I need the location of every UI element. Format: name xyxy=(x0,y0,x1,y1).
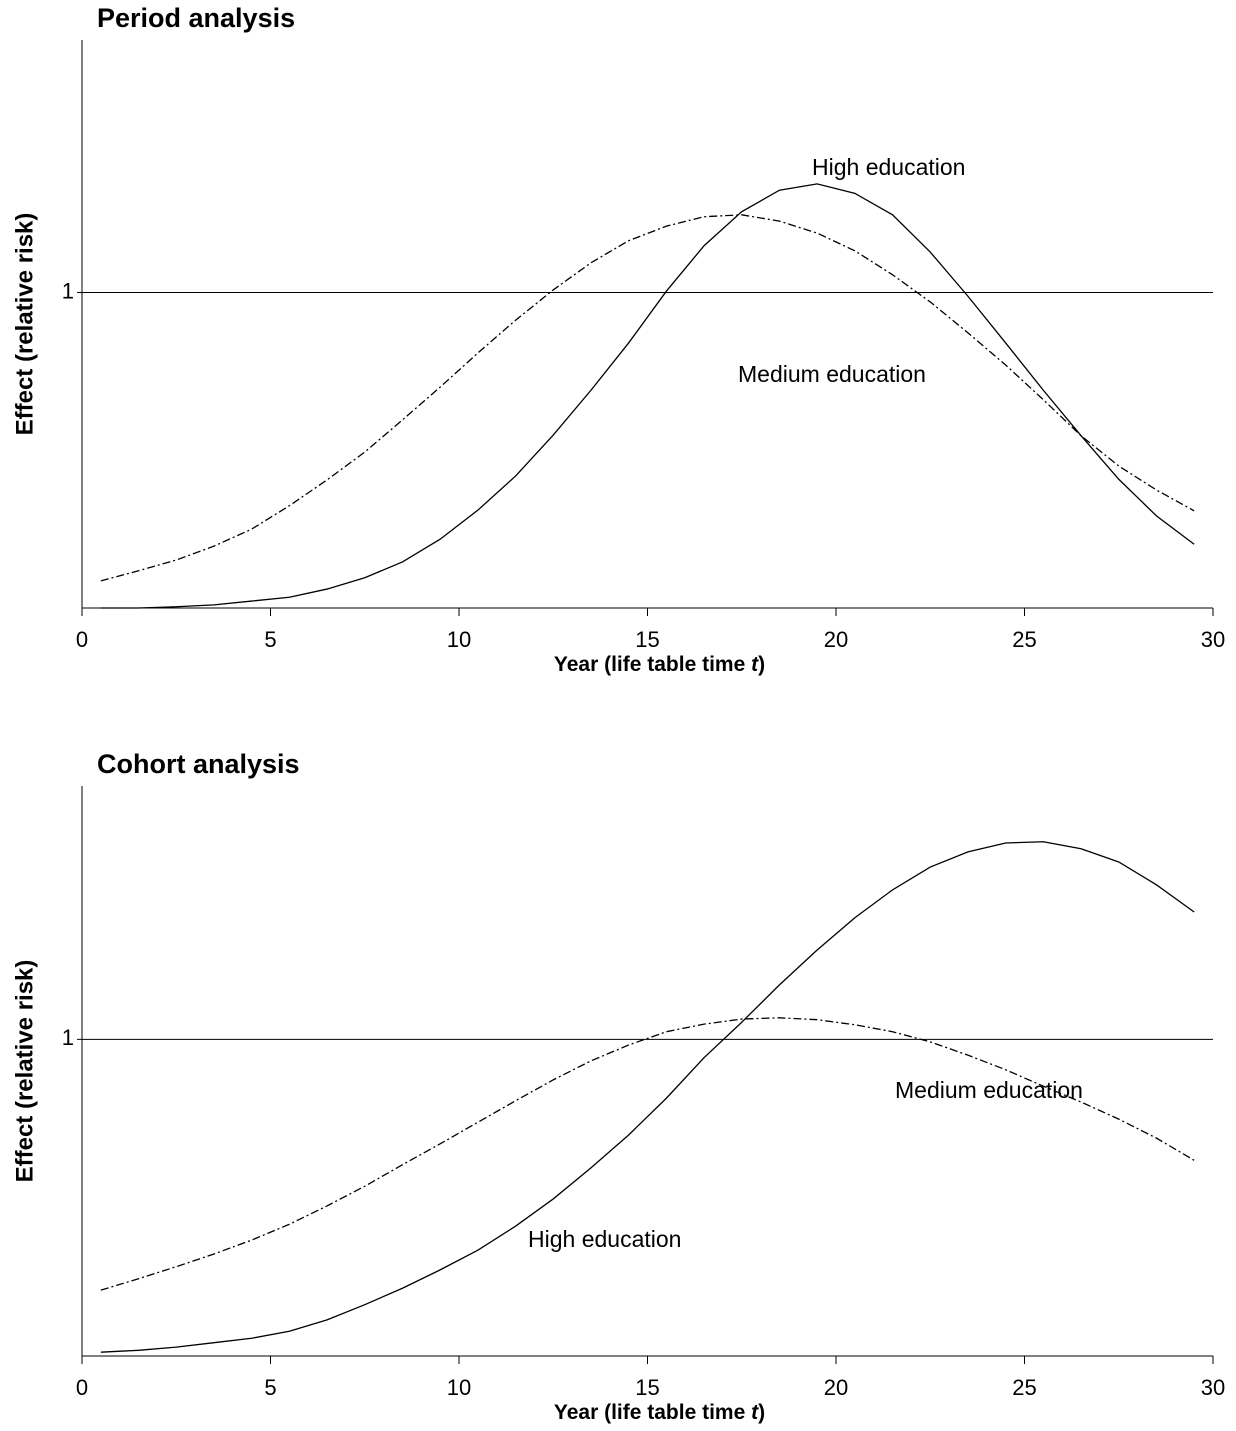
series-line xyxy=(100,214,1195,582)
series-label: Medium education xyxy=(738,361,926,387)
x-axis-label-part: t xyxy=(751,1401,759,1424)
x-axis-label-part: ) xyxy=(758,653,765,676)
x-tick-label: 15 xyxy=(635,1375,659,1400)
x-tick-label: 15 xyxy=(635,627,659,652)
series-label: High education xyxy=(528,1226,681,1252)
y-tick-label: 1 xyxy=(62,1025,74,1050)
x-axis-label: Year (life table time t) xyxy=(554,1401,765,1424)
x-tick-label: 0 xyxy=(76,627,88,652)
x-tick-label: 10 xyxy=(447,1375,471,1400)
x-tick-label: 5 xyxy=(264,627,276,652)
x-tick-label: 20 xyxy=(824,1375,848,1400)
x-tick-label: 10 xyxy=(447,627,471,652)
series-label: Medium education xyxy=(895,1077,1083,1103)
x-tick-label: 25 xyxy=(1012,1375,1036,1400)
x-tick-label: 20 xyxy=(824,627,848,652)
x-tick-label: 30 xyxy=(1201,627,1225,652)
chart-title: Cohort analysis xyxy=(97,749,300,779)
chart: Period analysis Effect (relative risk) Yea… xyxy=(11,3,1225,675)
x-tick-label: 30 xyxy=(1201,1375,1225,1400)
chart-title: Period analysis xyxy=(97,3,295,33)
x-axis-label-part: Year (life table time xyxy=(554,1401,751,1424)
x-tick-label: 0 xyxy=(76,1375,88,1400)
x-axis-label-part: Year (life table time xyxy=(554,653,751,676)
y-tick-label: 1 xyxy=(62,278,74,303)
x-axis-label: Year (life table time t) xyxy=(554,653,765,676)
series-line xyxy=(100,841,1195,1353)
x-tick-label: 5 xyxy=(264,1375,276,1400)
x-axis-label-part: ) xyxy=(758,1401,765,1424)
series-line xyxy=(100,183,1195,609)
series-label: High education xyxy=(812,154,965,180)
y-axis-label: Effect (relative risk) xyxy=(11,960,38,1183)
series-line xyxy=(100,1017,1195,1291)
x-axis-label-part: t xyxy=(751,653,759,676)
chart: Cohort analysis Effect (relative risk) Yea… xyxy=(11,749,1225,1423)
x-tick-label: 25 xyxy=(1012,627,1036,652)
y-axis-label: Effect (relative risk) xyxy=(11,213,38,436)
